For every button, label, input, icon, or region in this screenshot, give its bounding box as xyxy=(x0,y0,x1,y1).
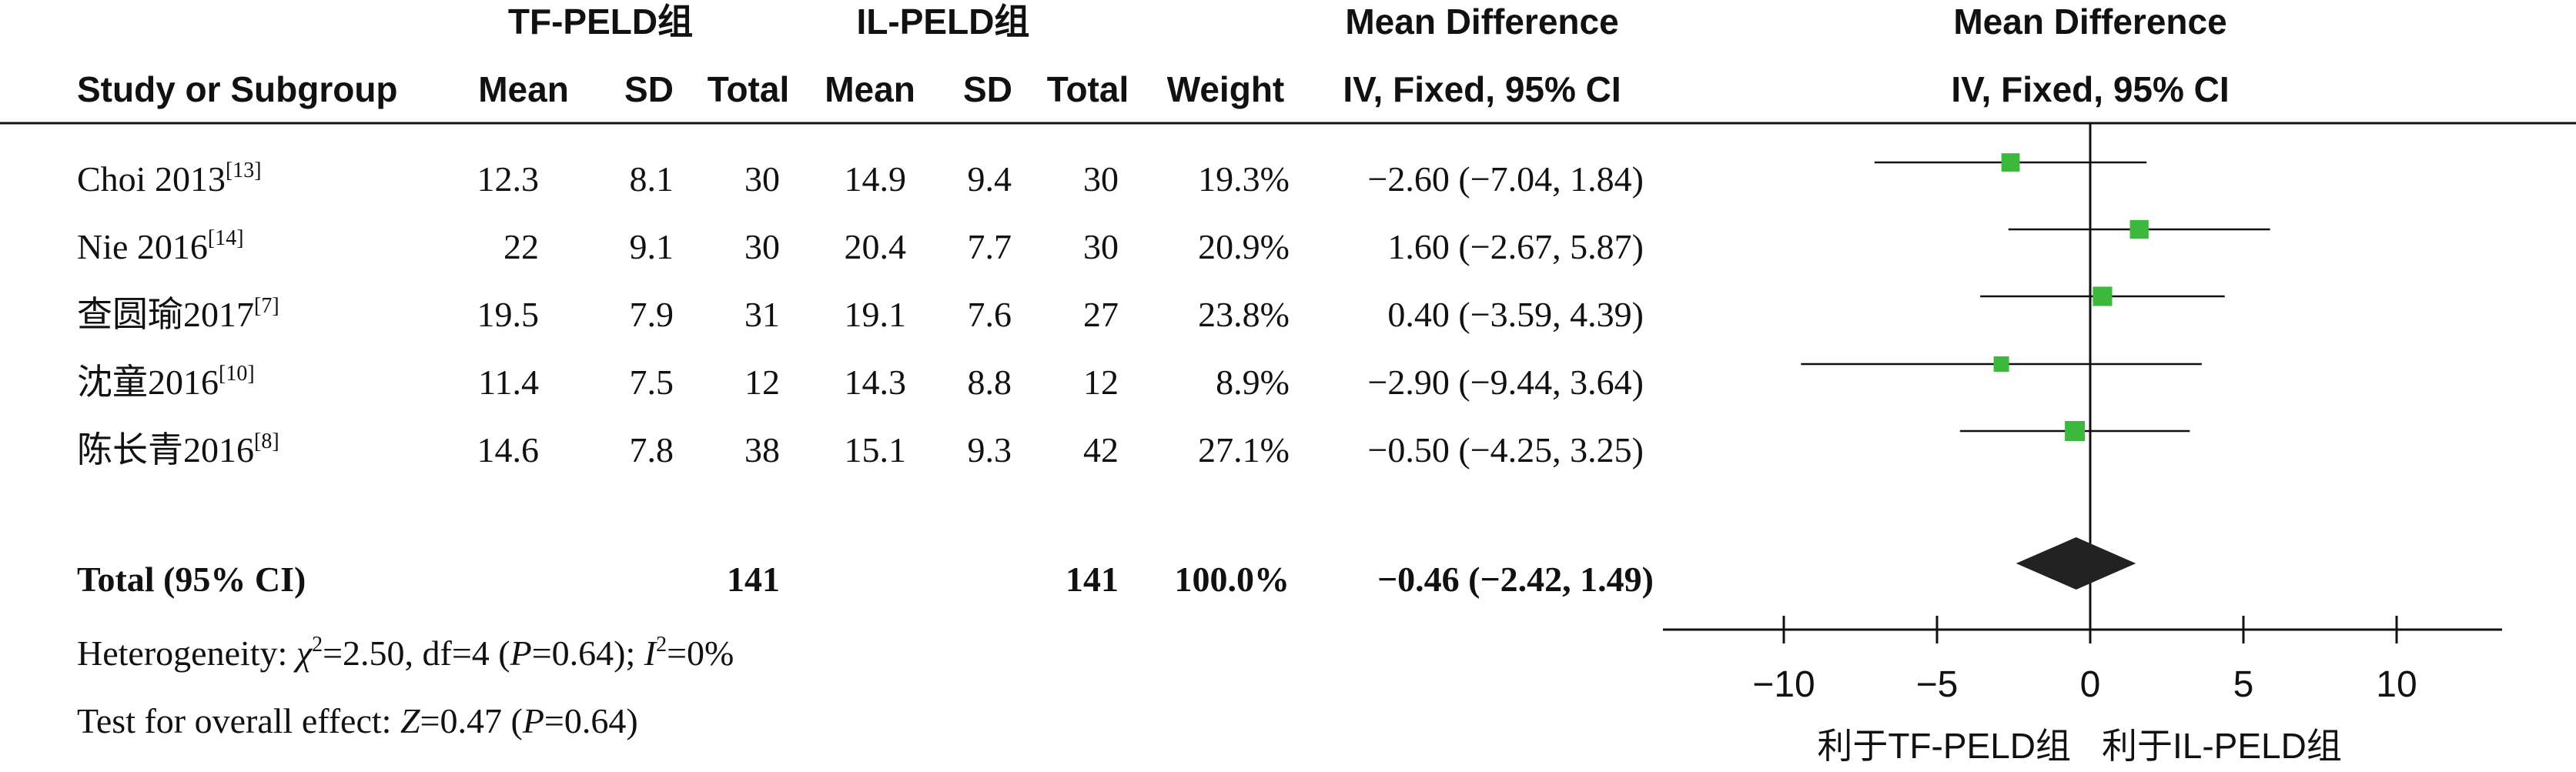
tick-label: 0 xyxy=(2080,664,2101,705)
effect-marker xyxy=(2093,286,2113,306)
col-study: Study or Subgroup xyxy=(77,69,398,109)
col-sd1: SD xyxy=(624,69,674,109)
overall-effect-text: Test for overall effect: Z=0.47 (P=0.64) xyxy=(77,701,638,740)
tick-label: 5 xyxy=(2233,664,2254,705)
study-name: 查圆瑜2017[7] xyxy=(77,294,279,334)
weight-value: 23.8% xyxy=(1198,295,1290,334)
effect-marker xyxy=(2129,219,2149,239)
sd1-value: 9.1 xyxy=(630,227,674,266)
study-row: Nie 2016[14] 22 9.1 30 20.4 7.7 30 20.9%… xyxy=(77,226,1644,266)
study-name: Choi 2013[13] xyxy=(77,159,262,199)
total2-value: 27 xyxy=(1083,295,1119,334)
pooled-diamond xyxy=(2016,537,2136,590)
md-title: Mean Difference xyxy=(1345,2,1618,42)
weight-value: 8.9% xyxy=(1216,363,1290,402)
mean1-value: 12.3 xyxy=(477,159,540,199)
heterogeneity-text: Heterogeneity: χ2=2.50, df=4 (P=0.64); I… xyxy=(77,633,734,673)
total2-value: 12 xyxy=(1083,363,1119,402)
total1-sum: 141 xyxy=(727,560,780,599)
total1-value: 38 xyxy=(744,430,780,470)
total2-sum: 141 xyxy=(1066,560,1119,599)
sd1-value: 7.9 xyxy=(630,295,674,334)
col-total2: Total xyxy=(1047,69,1129,109)
sd2-value: 9.3 xyxy=(968,430,1012,470)
mean2-value: 19.1 xyxy=(845,295,907,334)
effect-marker xyxy=(1993,356,2009,373)
effect-marker xyxy=(2065,421,2086,441)
weight-value: 27.1% xyxy=(1198,430,1290,470)
total1-value: 30 xyxy=(744,227,780,266)
study-name: Nie 2016[14] xyxy=(77,226,244,266)
total-row: Total (95% CI) 141 141 100.0% −0.46 (−2.… xyxy=(77,560,1654,599)
total2-value: 30 xyxy=(1083,159,1119,199)
study-name: 陈长青2016[8] xyxy=(77,429,279,470)
sd2-value: 7.7 xyxy=(968,227,1012,266)
weight-value: 19.3% xyxy=(1198,159,1290,199)
plot-title: Mean Difference xyxy=(1953,2,2226,42)
study-name: 沈童2016[10] xyxy=(77,362,255,402)
effect-marker xyxy=(2001,153,2020,172)
total-label: Total (95% CI) xyxy=(77,560,306,599)
mean1-value: 14.6 xyxy=(477,430,540,470)
col-total1: Total xyxy=(708,69,789,109)
mean1-value: 11.4 xyxy=(478,363,539,402)
total-ci: −0.46 (−2.42, 1.49) xyxy=(1377,560,1654,599)
mean2-value: 20.4 xyxy=(845,227,907,266)
sd2-value: 8.8 xyxy=(968,363,1012,402)
group1-header: TF-PELD组 xyxy=(508,2,693,42)
total-weight: 100.0% xyxy=(1175,560,1290,599)
favours-right-label: 利于IL-PELD组 xyxy=(2102,726,2342,766)
forest-plot-area: −10 −5 0 5 10 xyxy=(1663,123,2502,705)
plot-method: IV, Fixed, 95% CI xyxy=(1951,69,2229,109)
total2-value: 30 xyxy=(1083,227,1119,266)
mean2-value: 14.9 xyxy=(845,159,907,199)
ci-value: −0.50 (−4.25, 3.25) xyxy=(1367,430,1644,470)
mean1-value: 22 xyxy=(503,227,539,266)
total2-value: 42 xyxy=(1083,430,1119,470)
tick-label: 10 xyxy=(2376,664,2417,705)
mean2-value: 15.1 xyxy=(845,430,907,470)
mean2-value: 14.3 xyxy=(845,363,907,402)
sd1-value: 8.1 xyxy=(630,159,674,199)
ci-value: 0.40 (−3.59, 4.39) xyxy=(1387,295,1644,334)
sd2-value: 7.6 xyxy=(968,295,1012,334)
col-weight: Weight xyxy=(1167,69,1284,109)
total1-value: 12 xyxy=(744,363,780,402)
weight-value: 20.9% xyxy=(1198,227,1290,266)
study-row: Choi 2013[13] 12.3 8.1 30 14.9 9.4 30 19… xyxy=(77,159,1644,199)
col-mean2: Mean xyxy=(825,69,915,109)
sd2-value: 9.4 xyxy=(968,159,1012,199)
md-method: IV, Fixed, 95% CI xyxy=(1343,69,1621,109)
mean1-value: 19.5 xyxy=(477,295,540,334)
ci-value: −2.60 (−7.04, 1.84) xyxy=(1367,159,1644,199)
total1-value: 30 xyxy=(744,159,780,199)
group2-header: IL-PELD组 xyxy=(857,2,1030,42)
ci-value: 1.60 (−2.67, 5.87) xyxy=(1387,227,1644,266)
col-sd2: SD xyxy=(963,69,1012,109)
ci-value: −2.90 (−9.44, 3.64) xyxy=(1367,363,1644,402)
study-row: 查圆瑜2017[7] 19.5 7.9 31 19.1 7.6 27 23.8%… xyxy=(77,294,1644,334)
tick-label: −10 xyxy=(1752,664,1815,705)
study-rows: Choi 2013[13] 12.3 8.1 30 14.9 9.4 30 19… xyxy=(77,159,1644,470)
favours-left-label: 利于TF-PELD组 xyxy=(1817,726,2071,766)
study-row: 陈长青2016[8] 14.6 7.8 38 15.1 9.3 42 27.1%… xyxy=(77,429,1644,470)
sd1-value: 7.5 xyxy=(630,363,674,402)
col-mean1: Mean xyxy=(478,69,569,109)
sd1-value: 7.8 xyxy=(630,430,674,470)
total1-value: 31 xyxy=(744,295,780,334)
tick-label: −5 xyxy=(1916,664,1959,705)
study-row: 沈童2016[10] 11.4 7.5 12 14.3 8.8 12 8.9% … xyxy=(77,362,1644,402)
